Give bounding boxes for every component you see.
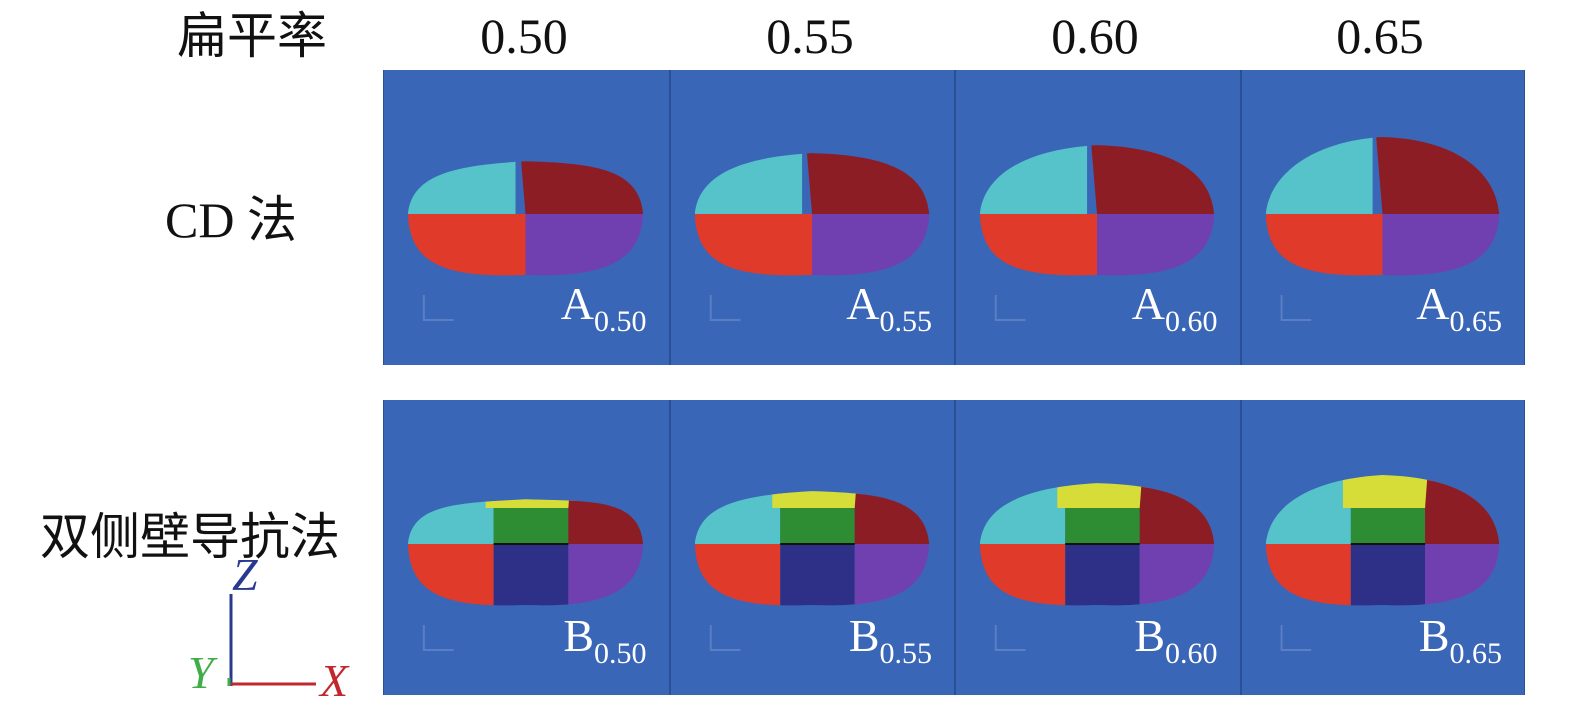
- panel-label-a065: A0.65: [1416, 281, 1502, 345]
- panel-a050: A0.50: [383, 70, 669, 365]
- panel-letter: A: [1416, 278, 1450, 329]
- region-left-upper: [694, 491, 780, 544]
- region-right-upper: [1139, 483, 1215, 544]
- panel-label-b065: B0.65: [1419, 613, 1502, 677]
- header-label: 扁平率: [177, 8, 327, 64]
- panel-subscript: 0.55: [879, 637, 933, 670]
- region-center-top: [1342, 475, 1433, 508]
- tunnel-section-a060: [979, 145, 1215, 321]
- panel-subscript: 0.50: [594, 305, 647, 338]
- tunnel-section-b060: [979, 483, 1215, 651]
- header-ratio-065: 0.65: [1336, 8, 1424, 64]
- region-left-upper: [1265, 475, 1351, 544]
- panel-b055: B0.55: [668, 400, 954, 695]
- tunnel-section-a065: [1265, 137, 1499, 321]
- panel-letter: B: [563, 610, 594, 661]
- panel-label-a060: A0.60: [1132, 281, 1218, 345]
- region-center-top: [485, 499, 577, 508]
- region-center-middle: [1350, 508, 1425, 544]
- region-left-lower: [694, 544, 780, 606]
- panel-a060: A0.60: [954, 70, 1240, 365]
- panel-a065: A0.65: [1239, 70, 1525, 365]
- region-left-upper: [407, 499, 494, 544]
- panel-axis-glyph: [1280, 295, 1311, 321]
- panel-axis-glyph: [1280, 625, 1311, 651]
- region-center-middle: [493, 508, 569, 544]
- panel-letter: B: [1134, 610, 1165, 661]
- panel-b065: B0.65: [1239, 400, 1525, 695]
- header-ratio-060: 0.60: [1051, 8, 1139, 64]
- panel-subscript: 0.65: [1449, 637, 1503, 670]
- region-upper-right: [513, 161, 644, 214]
- tunnel-section-a050: [407, 161, 644, 321]
- region-lower-left: [694, 214, 812, 276]
- region-upper-left: [407, 161, 516, 214]
- region-center-lower: [779, 544, 855, 606]
- tunnel-section-b050: [407, 499, 644, 651]
- panel-letter: A: [1131, 278, 1165, 329]
- axis-label-x: X: [320, 655, 349, 706]
- panel-letter: A: [846, 278, 880, 329]
- region-left-upper: [979, 483, 1066, 544]
- region-right-upper: [1424, 475, 1499, 544]
- panel-axis-glyph: [422, 625, 454, 651]
- panel-label-b055: B0.55: [849, 613, 932, 677]
- panel-subscript: 0.60: [1165, 637, 1218, 670]
- panel-a055: A0.55: [668, 70, 954, 365]
- region-center-lower: [1350, 544, 1425, 606]
- tunnel-section-a055: [694, 153, 929, 321]
- panel-b050: B0.50: [383, 400, 669, 695]
- panel-axis-glyph: [422, 295, 454, 321]
- tunnel-section-b055: [694, 491, 929, 651]
- tunnel-section-b065: [1265, 475, 1499, 651]
- panel-subscript: 0.60: [1165, 305, 1218, 338]
- region-center-lower: [493, 544, 569, 606]
- panel-label-a055: A0.55: [846, 281, 932, 345]
- panel-subscript: 0.50: [594, 637, 647, 670]
- region-lower-left: [979, 214, 1098, 276]
- region-left-lower: [979, 544, 1066, 606]
- panel-axis-glyph: [994, 625, 1026, 651]
- panel-axis-glyph: [994, 295, 1026, 321]
- region-center-top: [771, 491, 863, 508]
- panel-label-a050: A0.50: [561, 281, 647, 345]
- panel-subscript: 0.65: [1449, 305, 1503, 338]
- region-upper-left: [979, 145, 1088, 214]
- panel-b060: B0.60: [954, 400, 1240, 695]
- region-center-middle: [1065, 508, 1140, 544]
- panel-letter: B: [1418, 610, 1450, 661]
- header-ratio-050: 0.50: [480, 8, 568, 64]
- panel-label-b050: B0.50: [563, 613, 646, 677]
- row-label-double-side-wall: 双侧壁导抗法: [40, 509, 340, 565]
- region-right-upper: [568, 499, 644, 544]
- region-left-lower: [407, 544, 494, 606]
- panel-subscript: 0.55: [879, 305, 933, 338]
- panel-letter: B: [848, 610, 880, 661]
- row-label-cd: CD 法: [165, 192, 297, 248]
- axes-icon: [227, 594, 316, 686]
- panel-axis-glyph: [709, 625, 741, 651]
- panel-row-cd: A0.50 A0.55 A0.60 A0.65: [383, 70, 1525, 365]
- axis-label-y: Y: [188, 647, 214, 698]
- panel-axis-glyph: [709, 295, 741, 321]
- region-upper-left: [694, 153, 802, 214]
- region-right-upper: [854, 491, 929, 544]
- region-upper-right: [1085, 145, 1215, 214]
- panel-row-double-side-wall: B0.50 B0.55 B0.60 B0.65: [383, 400, 1525, 695]
- region-left-lower: [1265, 544, 1351, 606]
- panel-label-b060: B0.60: [1134, 613, 1217, 677]
- region-upper-right: [1370, 137, 1499, 214]
- region-upper-right: [799, 153, 929, 214]
- region-center-top: [1057, 483, 1148, 508]
- region-lower-left: [407, 214, 526, 276]
- panel-letter: A: [560, 278, 594, 329]
- region-lower-left: [1265, 214, 1383, 276]
- region-center-middle: [779, 508, 855, 544]
- coordinate-axes: Z Y X: [180, 549, 380, 704]
- header-ratio-055: 0.55: [766, 8, 854, 64]
- axis-label-z: Z: [232, 549, 258, 600]
- region-upper-left: [1265, 137, 1373, 214]
- region-center-lower: [1065, 544, 1140, 606]
